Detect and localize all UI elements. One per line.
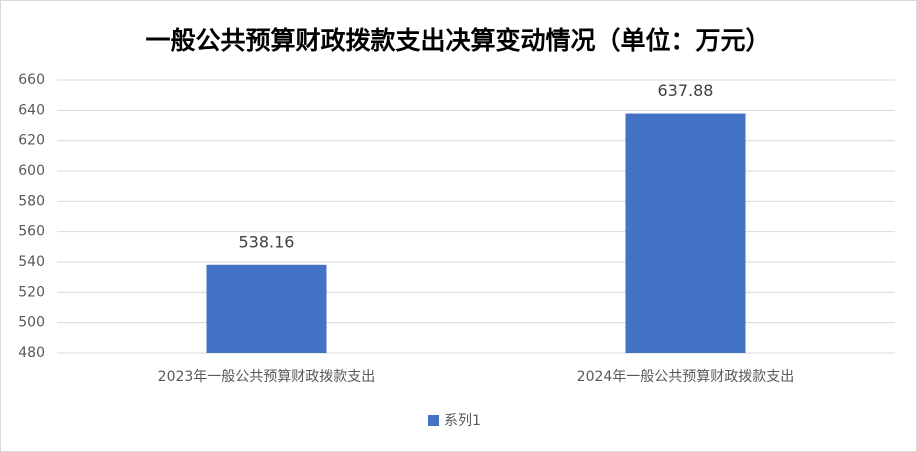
y-tick-label: 540 (18, 254, 45, 270)
y-tick-label: 660 (18, 72, 45, 88)
legend-label: 系列1 (444, 413, 481, 429)
y-tick-label: 520 (18, 284, 45, 300)
y-tick-label: 580 (18, 193, 45, 209)
y-tick-label: 500 (18, 315, 45, 331)
y-tick-label: 620 (18, 133, 45, 149)
chart-title: 一般公共预算财政拨款支出决算变动情况（单位：万元） (145, 26, 770, 55)
y-tick-label: 600 (18, 163, 45, 179)
x-tick-label: 2024年一般公共预算财政拨款支出 (577, 369, 795, 385)
x-tick-label: 2023年一般公共预算财政拨款支出 (158, 369, 376, 385)
bar (206, 264, 327, 353)
y-tick-label: 560 (18, 224, 45, 240)
y-tick-label: 480 (18, 345, 45, 361)
value-label: 637.88 (658, 81, 714, 100)
bar (625, 113, 746, 353)
legend-swatch (428, 415, 439, 426)
value-label: 538.16 (239, 232, 295, 251)
y-tick-label: 640 (18, 102, 45, 118)
